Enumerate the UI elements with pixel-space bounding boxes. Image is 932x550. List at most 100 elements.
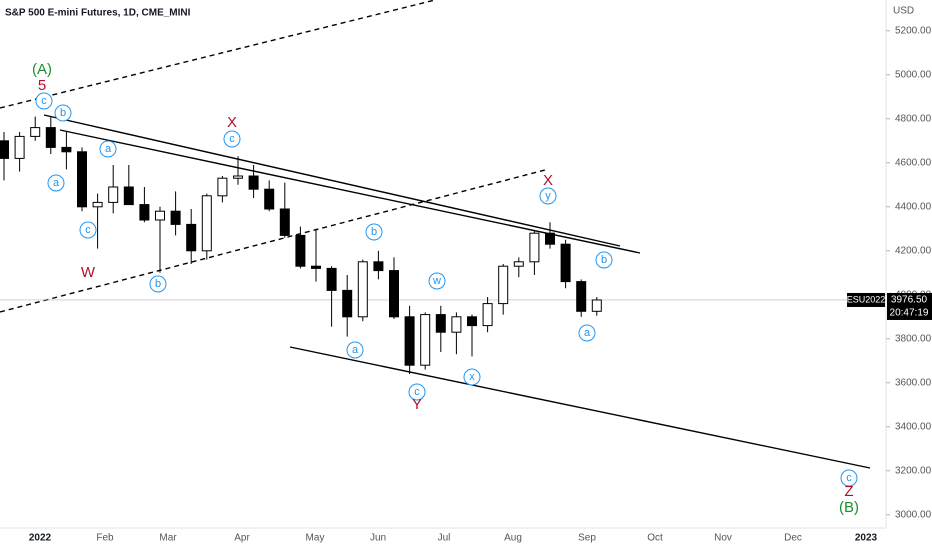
candle-body-down	[170, 210, 181, 225]
candle-body-up	[14, 135, 25, 159]
wave-circle	[54, 104, 72, 122]
x-tick-label: Nov	[714, 533, 732, 544]
wave-label: a	[105, 143, 112, 155]
wave-label: x	[469, 371, 475, 383]
candle-body-up	[451, 316, 462, 333]
wave-label: (A)	[32, 61, 52, 78]
wave-label: Y	[412, 396, 422, 413]
y-tick-label: 5200.00	[895, 25, 932, 36]
wave-label: X	[227, 114, 237, 131]
symbol-tag: ESU2022	[847, 294, 886, 304]
candle-body-down	[279, 208, 290, 236]
candle-body-up	[498, 265, 509, 305]
channel-line	[43, 114, 621, 247]
candle-body-down	[373, 261, 384, 272]
x-tick-label: Sep	[578, 533, 596, 544]
x-tick-label: 2023	[855, 533, 878, 544]
candle-body-down	[0, 140, 9, 159]
wave-circle	[840, 469, 858, 487]
wave-label: b	[155, 278, 161, 290]
candle-body-down	[45, 127, 56, 148]
candle-body-down	[311, 265, 321, 269]
candle-body-up	[155, 210, 165, 221]
wave-circle	[539, 187, 557, 205]
x-tick-label: Jul	[438, 533, 451, 544]
candle-body-up	[108, 186, 119, 203]
wave-label: c	[414, 386, 420, 398]
wave-circle	[408, 383, 426, 401]
y-tick-label: 4800.00	[895, 113, 932, 124]
wave-label: b	[601, 254, 607, 266]
price-tag-bg	[887, 292, 932, 320]
x-tick-label: Apr	[234, 533, 250, 544]
wave-label: b	[60, 107, 66, 119]
candle-body-down	[545, 232, 555, 245]
candle-body-up	[217, 177, 228, 197]
candle-body-up	[30, 127, 41, 137]
wave-circle	[79, 221, 97, 239]
wave-circle	[428, 272, 446, 290]
x-tick-label: Aug	[504, 533, 522, 544]
countdown-label: 20:47:19	[890, 308, 929, 319]
candle-body-up	[233, 175, 243, 179]
wave-circle	[346, 341, 364, 359]
candle-body-up	[357, 261, 368, 318]
wave-label: X	[543, 172, 553, 189]
candle-body-down	[139, 204, 150, 221]
candle-body-down	[560, 243, 571, 283]
channel-line	[59, 129, 641, 254]
channel-dashed-top	[0, 0, 436, 109]
y-tick-label: 3600.00	[895, 377, 932, 388]
x-tick-label: May	[306, 533, 325, 544]
symbol-tag-bg	[847, 292, 885, 307]
y-tick-label: 3400.00	[895, 421, 932, 432]
candle-body-down	[77, 151, 87, 208]
wave-circle	[365, 223, 383, 241]
candle-body-up	[92, 201, 103, 208]
candle-body-down	[576, 281, 587, 312]
wave-label: (B)	[839, 499, 859, 516]
candle-body-up	[591, 299, 602, 312]
wave-label: y	[545, 190, 551, 202]
candle-body-down	[326, 267, 337, 291]
candle-body-up	[529, 232, 540, 263]
x-tick-label: Feb	[96, 533, 114, 544]
channel-dashed-bottom	[0, 169, 546, 313]
price-tag-label: 3976.50	[891, 295, 928, 306]
y-tick-label: 4200.00	[895, 245, 932, 256]
wave-circle	[223, 130, 241, 148]
x-tick-label: Jun	[370, 533, 386, 544]
candle-body-up	[513, 261, 524, 267]
wave-label: b	[371, 226, 377, 238]
x-tick-label: Oct	[647, 533, 663, 544]
candle-body-down	[248, 175, 259, 190]
channel-line	[289, 346, 871, 469]
y-tick-label: 4600.00	[895, 157, 932, 168]
candle-body-up	[201, 195, 212, 252]
candle-body-up	[482, 303, 493, 327]
wave-circle	[47, 174, 65, 192]
y-tick-label: 3800.00	[895, 333, 932, 344]
wave-label: c	[846, 472, 852, 484]
candle-body-down	[186, 223, 197, 252]
y-tick-label: 3200.00	[895, 465, 932, 476]
wave-label: w	[432, 275, 441, 287]
x-tick-label: Dec	[784, 533, 802, 544]
trend-lines	[0, 0, 871, 469]
wave-circle	[149, 275, 167, 293]
wave-label: c	[41, 95, 47, 107]
candles	[0, 116, 602, 374]
wave-label: a	[352, 344, 359, 356]
y-tick-label: 4400.00	[895, 201, 932, 212]
chart-title: S&P 500 E-mini Futures, 1D, CME_MINI	[5, 8, 191, 19]
candle-body-down	[264, 188, 275, 210]
x-tick-label: Mar	[159, 533, 177, 544]
wave-label: c	[85, 224, 91, 236]
candle-body-down	[61, 146, 72, 153]
currency-label: USD	[893, 6, 914, 17]
wave-circle	[35, 92, 53, 110]
y-tick-label: 5000.00	[895, 69, 932, 80]
candle-body-up	[420, 314, 431, 366]
